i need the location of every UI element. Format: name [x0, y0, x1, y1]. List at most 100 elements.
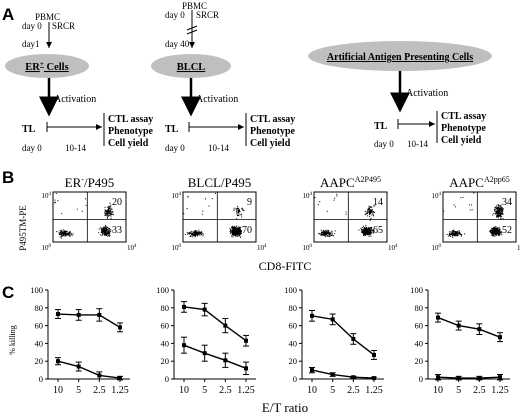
event-dot [456, 234, 458, 236]
event-dot [201, 232, 203, 234]
event-dot [234, 234, 236, 236]
event-dot [108, 215, 110, 217]
event-dot [236, 226, 238, 228]
event-dot [103, 233, 105, 235]
event-dot [369, 232, 371, 234]
event-dot [452, 232, 454, 234]
event-dot [106, 210, 108, 212]
event-dot [455, 234, 457, 236]
event-dot [106, 226, 108, 228]
event-dot [498, 227, 500, 229]
event-dot [237, 215, 239, 217]
event-dot [363, 229, 365, 231]
event-dot [239, 209, 241, 211]
event-dot [368, 208, 370, 210]
event-dot [493, 228, 495, 230]
event-dot [109, 211, 111, 213]
event-dot [500, 218, 502, 220]
event-dot [328, 233, 330, 235]
event-dot [324, 235, 326, 237]
event-dot [106, 213, 108, 215]
event-dot [499, 211, 501, 213]
event-dot [98, 232, 100, 234]
event-dot [494, 231, 496, 233]
event-dot [500, 209, 502, 211]
x-tick-end: 104 [257, 244, 267, 252]
event-dot [104, 209, 106, 211]
event-dot [104, 210, 106, 212]
series-line [57, 313, 121, 328]
event-dot [233, 231, 235, 233]
event-dot [106, 217, 108, 219]
event-dot [492, 234, 494, 236]
event-dot [493, 231, 495, 233]
event-dot [364, 234, 366, 236]
event-dot [68, 231, 70, 233]
event-dot [233, 228, 235, 230]
event-dot [62, 233, 64, 235]
event-dot [240, 226, 242, 228]
event-dot [232, 233, 234, 235]
event-dot [334, 197, 336, 199]
event-dot [234, 233, 236, 235]
y-tick-label: 20 [289, 356, 298, 366]
event-dot [495, 212, 497, 214]
event-dot [367, 233, 369, 235]
x-tick-label: 2.5 [347, 385, 360, 396]
event-dot [499, 207, 501, 209]
y-tick-label: 60 [415, 321, 424, 331]
event-dot [100, 229, 102, 231]
event-dot [59, 236, 61, 238]
tl-day0-label: day 0 [165, 143, 185, 153]
tick-base: 10 [127, 244, 135, 252]
event-dot [457, 232, 459, 234]
event-dot [231, 227, 233, 229]
event-dot [495, 232, 497, 234]
event-dot [456, 232, 458, 234]
event-dot [198, 232, 200, 234]
data-point [223, 358, 228, 363]
event-dot [106, 229, 108, 231]
event-dot [107, 210, 109, 212]
event-dot [109, 214, 111, 216]
event-dot [238, 208, 240, 210]
event-dot [460, 235, 462, 237]
event-dot [236, 210, 238, 212]
event-dot [200, 231, 202, 233]
event-dot [236, 235, 238, 237]
event-dot [53, 202, 55, 204]
event-dot [458, 229, 460, 231]
event-dot [105, 215, 107, 217]
event-dot [498, 213, 500, 215]
event-dot [493, 230, 495, 232]
event-dot [499, 234, 501, 236]
event-dot [364, 210, 366, 212]
event-dot [366, 228, 368, 230]
event-dot [368, 231, 370, 233]
tick-base: 10 [42, 244, 50, 252]
event-dot [369, 229, 371, 231]
tl-label: TL [374, 121, 388, 132]
plot-title-sup: A2P495 [355, 175, 381, 184]
event-dot [235, 235, 237, 237]
y-tick-label: 40 [35, 338, 44, 348]
killing-chart: 0 20 40 60 80 100 10 5 2.5 1.25 [30, 285, 130, 396]
killing-chart: 0 20 40 60 80 100 10 5 2.5 1.25 [284, 285, 384, 396]
event-dot [452, 229, 454, 231]
event-dot [110, 209, 112, 211]
event-dot [235, 231, 237, 233]
event-dot [450, 231, 452, 233]
event-dot [189, 233, 191, 235]
event-dot [370, 212, 372, 214]
data-point [56, 312, 60, 317]
x-tick-label: 1.25 [237, 385, 255, 396]
event-dot [491, 229, 493, 231]
event-dot [329, 233, 331, 235]
data-point [76, 364, 81, 369]
event-dot [492, 235, 494, 237]
event-dot [365, 224, 367, 226]
event-dot [190, 235, 192, 237]
event-dot [322, 233, 324, 235]
event-dot [231, 225, 233, 227]
